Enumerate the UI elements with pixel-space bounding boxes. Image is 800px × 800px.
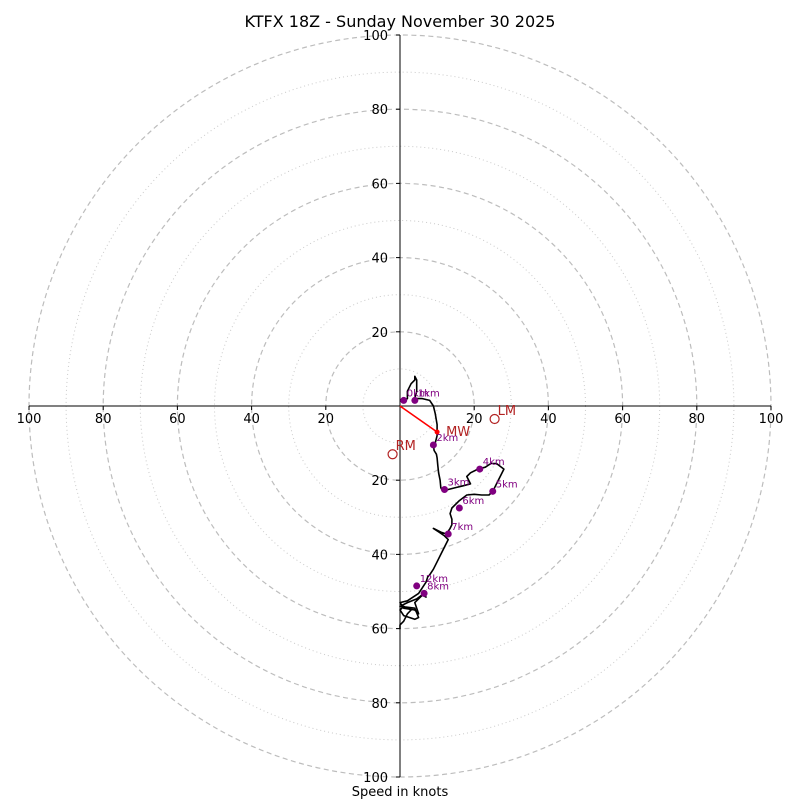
height-marker-point: [413, 582, 421, 590]
height-marker-point: [489, 487, 497, 495]
height-marker-point: [411, 396, 419, 404]
y-tick-label: 100: [363, 29, 388, 44]
wind-trace-line: [399, 375, 505, 630]
x-tick-label: 60: [169, 412, 186, 427]
y-tick-label: 80: [371, 697, 388, 712]
x-tick-label: 40: [540, 412, 557, 427]
height-marker-label: 0km: [407, 388, 429, 399]
mean-wind-point: [434, 429, 440, 435]
x-tick-label: 80: [95, 412, 112, 427]
y-tick-label: 20: [371, 326, 388, 341]
y-tick-label: 60: [371, 623, 388, 638]
storm-motion-markers: LM RM: [387, 404, 516, 460]
mean-wind-vector: [399, 405, 438, 433]
storm-motion-label: LM: [498, 404, 516, 419]
height-marker-label: 4km: [483, 457, 505, 468]
y-tick-label: 20: [371, 474, 388, 489]
height-marker-label: 6km: [462, 496, 484, 507]
x-tick-label: 100: [17, 412, 42, 427]
x-tick-label: 20: [466, 412, 483, 427]
y-tick-label: 40: [371, 252, 388, 267]
y-tick-label: 100: [363, 771, 388, 786]
height-marker-point: [455, 504, 463, 512]
x-tick-label: 100: [759, 412, 784, 427]
x-tick-label: 40: [243, 412, 260, 427]
chart-title: KTFX 18Z - Sunday November 30 2025: [245, 12, 556, 31]
y-tick-label: 60: [371, 177, 388, 192]
height-marker-label: 3km: [448, 477, 470, 488]
height-marker-point: [420, 589, 428, 597]
x-tick-label: 20: [318, 412, 335, 427]
x-tick-label: 60: [614, 412, 631, 427]
storm-motion-marker: [387, 449, 398, 460]
height-marker-label: 1km: [418, 388, 440, 399]
storm-motion-label: RM: [396, 439, 416, 454]
y-tick-label: 40: [371, 548, 388, 563]
height-marker-point: [429, 441, 437, 449]
x-axis-label: Speed in knots: [352, 785, 449, 800]
height-marker-label: 8km: [427, 581, 449, 592]
storm-motion-marker: [489, 413, 500, 425]
height-marker-point: [444, 530, 452, 538]
height-marker-point: [476, 465, 484, 473]
height-marker-label: 5km: [496, 479, 518, 490]
height-marker-label: 7km: [451, 522, 473, 533]
mean-wind-label: MW: [446, 425, 470, 440]
height-marker-point: [441, 485, 449, 493]
wind-vectors: MW: [399, 405, 470, 440]
height-marker-label: 2km: [436, 433, 458, 444]
x-tick-label: 80: [689, 412, 706, 427]
y-tick-label: 80: [371, 103, 388, 118]
height-marker-point: [400, 396, 408, 404]
hodograph-trace: [399, 375, 505, 630]
height-marker-label: 12km: [420, 574, 448, 585]
tick-labels: 100 100 80 80 60 60 40 40 20 20 20 20 40 40 60 60 80 80 10…: [17, 29, 784, 786]
